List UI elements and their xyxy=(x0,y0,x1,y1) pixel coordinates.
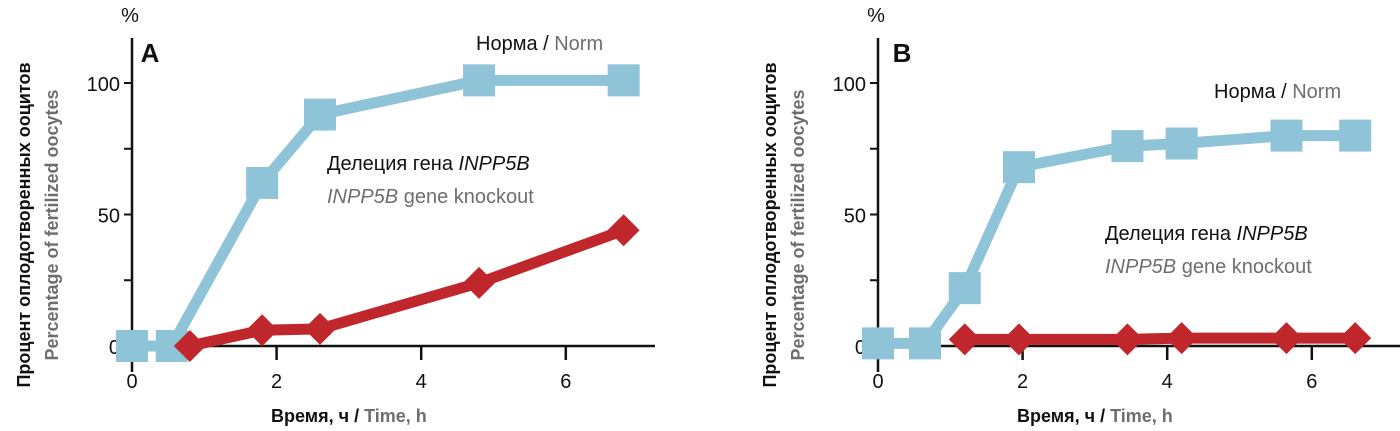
y-tick-label: 50 xyxy=(98,206,120,228)
y-tick-label: 50 xyxy=(844,206,866,228)
data-point-norm xyxy=(1339,119,1372,152)
legend-knockout-en: INPP5B gene knockout xyxy=(1105,256,1312,278)
data-point-knockout xyxy=(1339,322,1372,355)
x-tick-label: 2 xyxy=(271,371,282,393)
data-point-knockout xyxy=(1002,323,1035,356)
x-label-en: Time, h xyxy=(1110,406,1173,426)
legend-knockout-ru-text: Делеция гена xyxy=(1105,223,1237,245)
data-point-knockout xyxy=(607,214,640,247)
data-point-norm xyxy=(1165,127,1198,160)
x-axis-label: Время, ч / Time, h xyxy=(271,406,427,426)
legend-knockout-en-gene: INPP5B xyxy=(1105,256,1176,278)
y-unit-label: % xyxy=(121,5,139,27)
y-tick-label: 0 xyxy=(109,337,120,359)
legend-norm-en: Norm xyxy=(554,33,603,55)
data-point-norm xyxy=(948,272,981,305)
legend-knockout-ru-gene: INPP5B xyxy=(1237,223,1308,245)
y-axis-label-ru: Процент оплодотворенных ооцитов xyxy=(14,62,34,387)
data-point-norm xyxy=(246,166,279,199)
x-tick-label: 6 xyxy=(560,371,571,393)
data-point-knockout xyxy=(303,312,336,345)
legend-knockout-en-text: gene knockout xyxy=(1176,256,1312,278)
legend-knockout-ru-gene: INPP5B xyxy=(459,153,530,175)
data-point-knockout xyxy=(1111,323,1144,356)
data-point-knockout xyxy=(1270,322,1303,355)
legend-norm-ru: Норма / xyxy=(476,33,554,55)
panel-label: B xyxy=(893,38,912,68)
data-point-knockout xyxy=(173,330,206,362)
panel-label: A xyxy=(141,38,160,68)
data-point-knockout xyxy=(246,314,279,347)
data-point-norm xyxy=(1002,151,1035,184)
legend-knockout-ru: Делеция гена INPP5B xyxy=(1105,223,1308,245)
chart-panel-b: % 0 50 100 0 2 4 6 B Время, ч / Time, h Процент оп… xyxy=(760,5,1400,426)
legend-norm: Норма / Norm xyxy=(476,33,603,55)
chart-panel-a: % 0 50 100 0 2 4 6 A Время, ч / Time, h Процент оп… xyxy=(14,5,655,426)
data-point-norm xyxy=(303,98,336,131)
data-point-knockout xyxy=(1165,322,1198,355)
x-tick-label: 0 xyxy=(872,371,883,393)
y-axis-label-ru: Процент оплодотворенных ооцитов xyxy=(760,62,780,387)
y-axis-label-en: Percentage of fertilized oocytes xyxy=(788,89,808,360)
x-label-ru: Время, ч / xyxy=(1017,406,1110,426)
x-axis-label: Время, ч / Time, h xyxy=(1017,406,1173,426)
data-point-norm xyxy=(463,64,496,97)
data-point-knockout xyxy=(948,323,981,356)
legend-norm-ru: Норма / xyxy=(1214,81,1292,103)
legend-knockout-en-text: gene knockout xyxy=(398,186,534,208)
y-tick-label: 100 xyxy=(87,74,120,96)
legend-norm: Норма / Norm xyxy=(1214,81,1341,103)
x-label-ru: Время, ч / xyxy=(271,406,364,426)
data-point-norm xyxy=(607,64,640,97)
y-tick-label: 100 xyxy=(833,74,866,96)
legend-knockout-ru: Делеция гена INPP5B xyxy=(327,153,530,175)
series-line-norm xyxy=(132,74,624,352)
legend-knockout-en-gene: INPP5B xyxy=(327,186,398,208)
x-tick-label: 4 xyxy=(1162,371,1173,393)
legend-knockout-ru-text: Делеция гена xyxy=(327,153,459,175)
x-tick-label: 6 xyxy=(1306,371,1317,393)
data-point-norm xyxy=(1270,119,1303,152)
y-unit-label: % xyxy=(867,5,885,27)
data-point-norm xyxy=(1111,130,1144,163)
data-point-norm xyxy=(908,327,941,360)
x-tick-label: 0 xyxy=(126,371,137,393)
y-tick-label: 0 xyxy=(855,337,866,359)
legend-knockout-en: INPP5B gene knockout xyxy=(327,186,534,208)
data-point-norm xyxy=(116,330,148,362)
x-tick-label: 2 xyxy=(1017,371,1028,393)
x-tick-label: 4 xyxy=(416,371,427,393)
data-point-knockout xyxy=(463,266,496,299)
y-axis-label-en: Percentage of fertilized oocytes xyxy=(42,89,62,360)
data-point-norm xyxy=(862,327,894,360)
x-label-en: Time, h xyxy=(364,406,427,426)
legend-norm-en: Norm xyxy=(1292,81,1341,103)
